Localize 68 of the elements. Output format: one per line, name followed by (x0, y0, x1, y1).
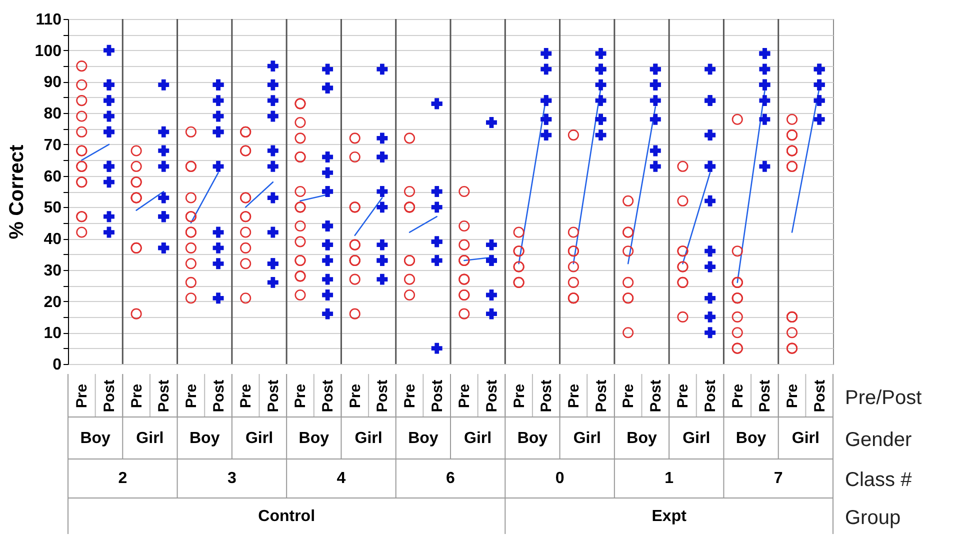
x-tick-label: Post (647, 380, 664, 412)
y-tick-label: 70 (44, 136, 62, 154)
y-tick-label: 40 (44, 231, 62, 248)
text: Group (845, 507, 901, 529)
x-tick-label: Pre (565, 384, 582, 408)
x-tick-label: Pre (182, 384, 200, 408)
text: 4 (336, 470, 346, 487)
y-tick-label: 80 (44, 106, 62, 123)
text: Girl (792, 430, 820, 447)
text: Class # (845, 469, 913, 491)
x-tick-label: Pre (346, 384, 364, 408)
text: Pre/Post (845, 387, 922, 409)
x-tick-label: Post (374, 380, 392, 412)
text: Boy (736, 430, 766, 447)
x-tick-label: Pre (729, 384, 746, 408)
text: Girl (245, 430, 274, 447)
text: Girl (464, 430, 492, 447)
text: Gender (845, 429, 912, 451)
text: 6 (446, 470, 456, 487)
text: Expt (652, 508, 688, 525)
text: Girl (354, 430, 382, 447)
x-tick-label: Pre (456, 384, 474, 408)
text: Girl (682, 430, 710, 447)
x-tick-label: Pre (292, 384, 310, 408)
x-tick-label: Post (756, 380, 774, 412)
y-tick-label: 60 (44, 168, 62, 186)
text: Boy (189, 430, 220, 447)
x-tick-label: Pre (128, 384, 146, 408)
text: Boy (80, 430, 111, 447)
y-tick-label: 0 (52, 356, 62, 374)
text: Boy (517, 430, 548, 447)
x-tick-label: Post (428, 380, 446, 412)
x-tick-label: Pre (674, 384, 692, 408)
text: Girl (136, 430, 164, 447)
x-tick-label: Post (702, 380, 720, 412)
x-tick-label: Pre (784, 384, 802, 408)
y-tick-label: 100 (34, 42, 62, 60)
text: Boy (626, 430, 657, 447)
text: 3 (227, 470, 236, 487)
text: 7 (774, 470, 783, 487)
text: 1 (664, 470, 674, 487)
x-tick-label: Post (811, 380, 828, 412)
text: 0 (555, 470, 564, 487)
x-tick-label: Pre (74, 384, 91, 408)
text: Control (258, 508, 316, 525)
x-tick-label: Post (483, 380, 500, 412)
x-tick-label: Post (156, 380, 173, 412)
x-tick-label: Post (264, 380, 282, 412)
x-tick-label: Post (538, 380, 556, 412)
x-tick-label: Post (592, 380, 610, 412)
y-tick-label: 90 (44, 74, 62, 92)
x-tick-label: Post (100, 380, 118, 412)
y-tick-label: 30 (44, 262, 62, 280)
y-tick-label: 50 (44, 200, 62, 217)
text: Boy (408, 430, 438, 447)
x-tick-label: Pre (402, 384, 419, 408)
x-tick-label: Post (320, 380, 337, 412)
text: Girl (573, 430, 601, 447)
x-tick-label: Pre (620, 384, 638, 408)
y-tick-label: 10 (44, 325, 62, 342)
text: Boy (298, 430, 330, 447)
y-axis-title: % Correct (6, 144, 28, 240)
x-tick-label: Pre (238, 384, 255, 408)
x-tick-label: Pre (510, 384, 528, 408)
y-tick-label: 110 (36, 12, 62, 28)
text: 2 (118, 470, 128, 487)
y-tick-label: 20 (44, 294, 62, 311)
x-tick-label: Post (210, 380, 228, 412)
